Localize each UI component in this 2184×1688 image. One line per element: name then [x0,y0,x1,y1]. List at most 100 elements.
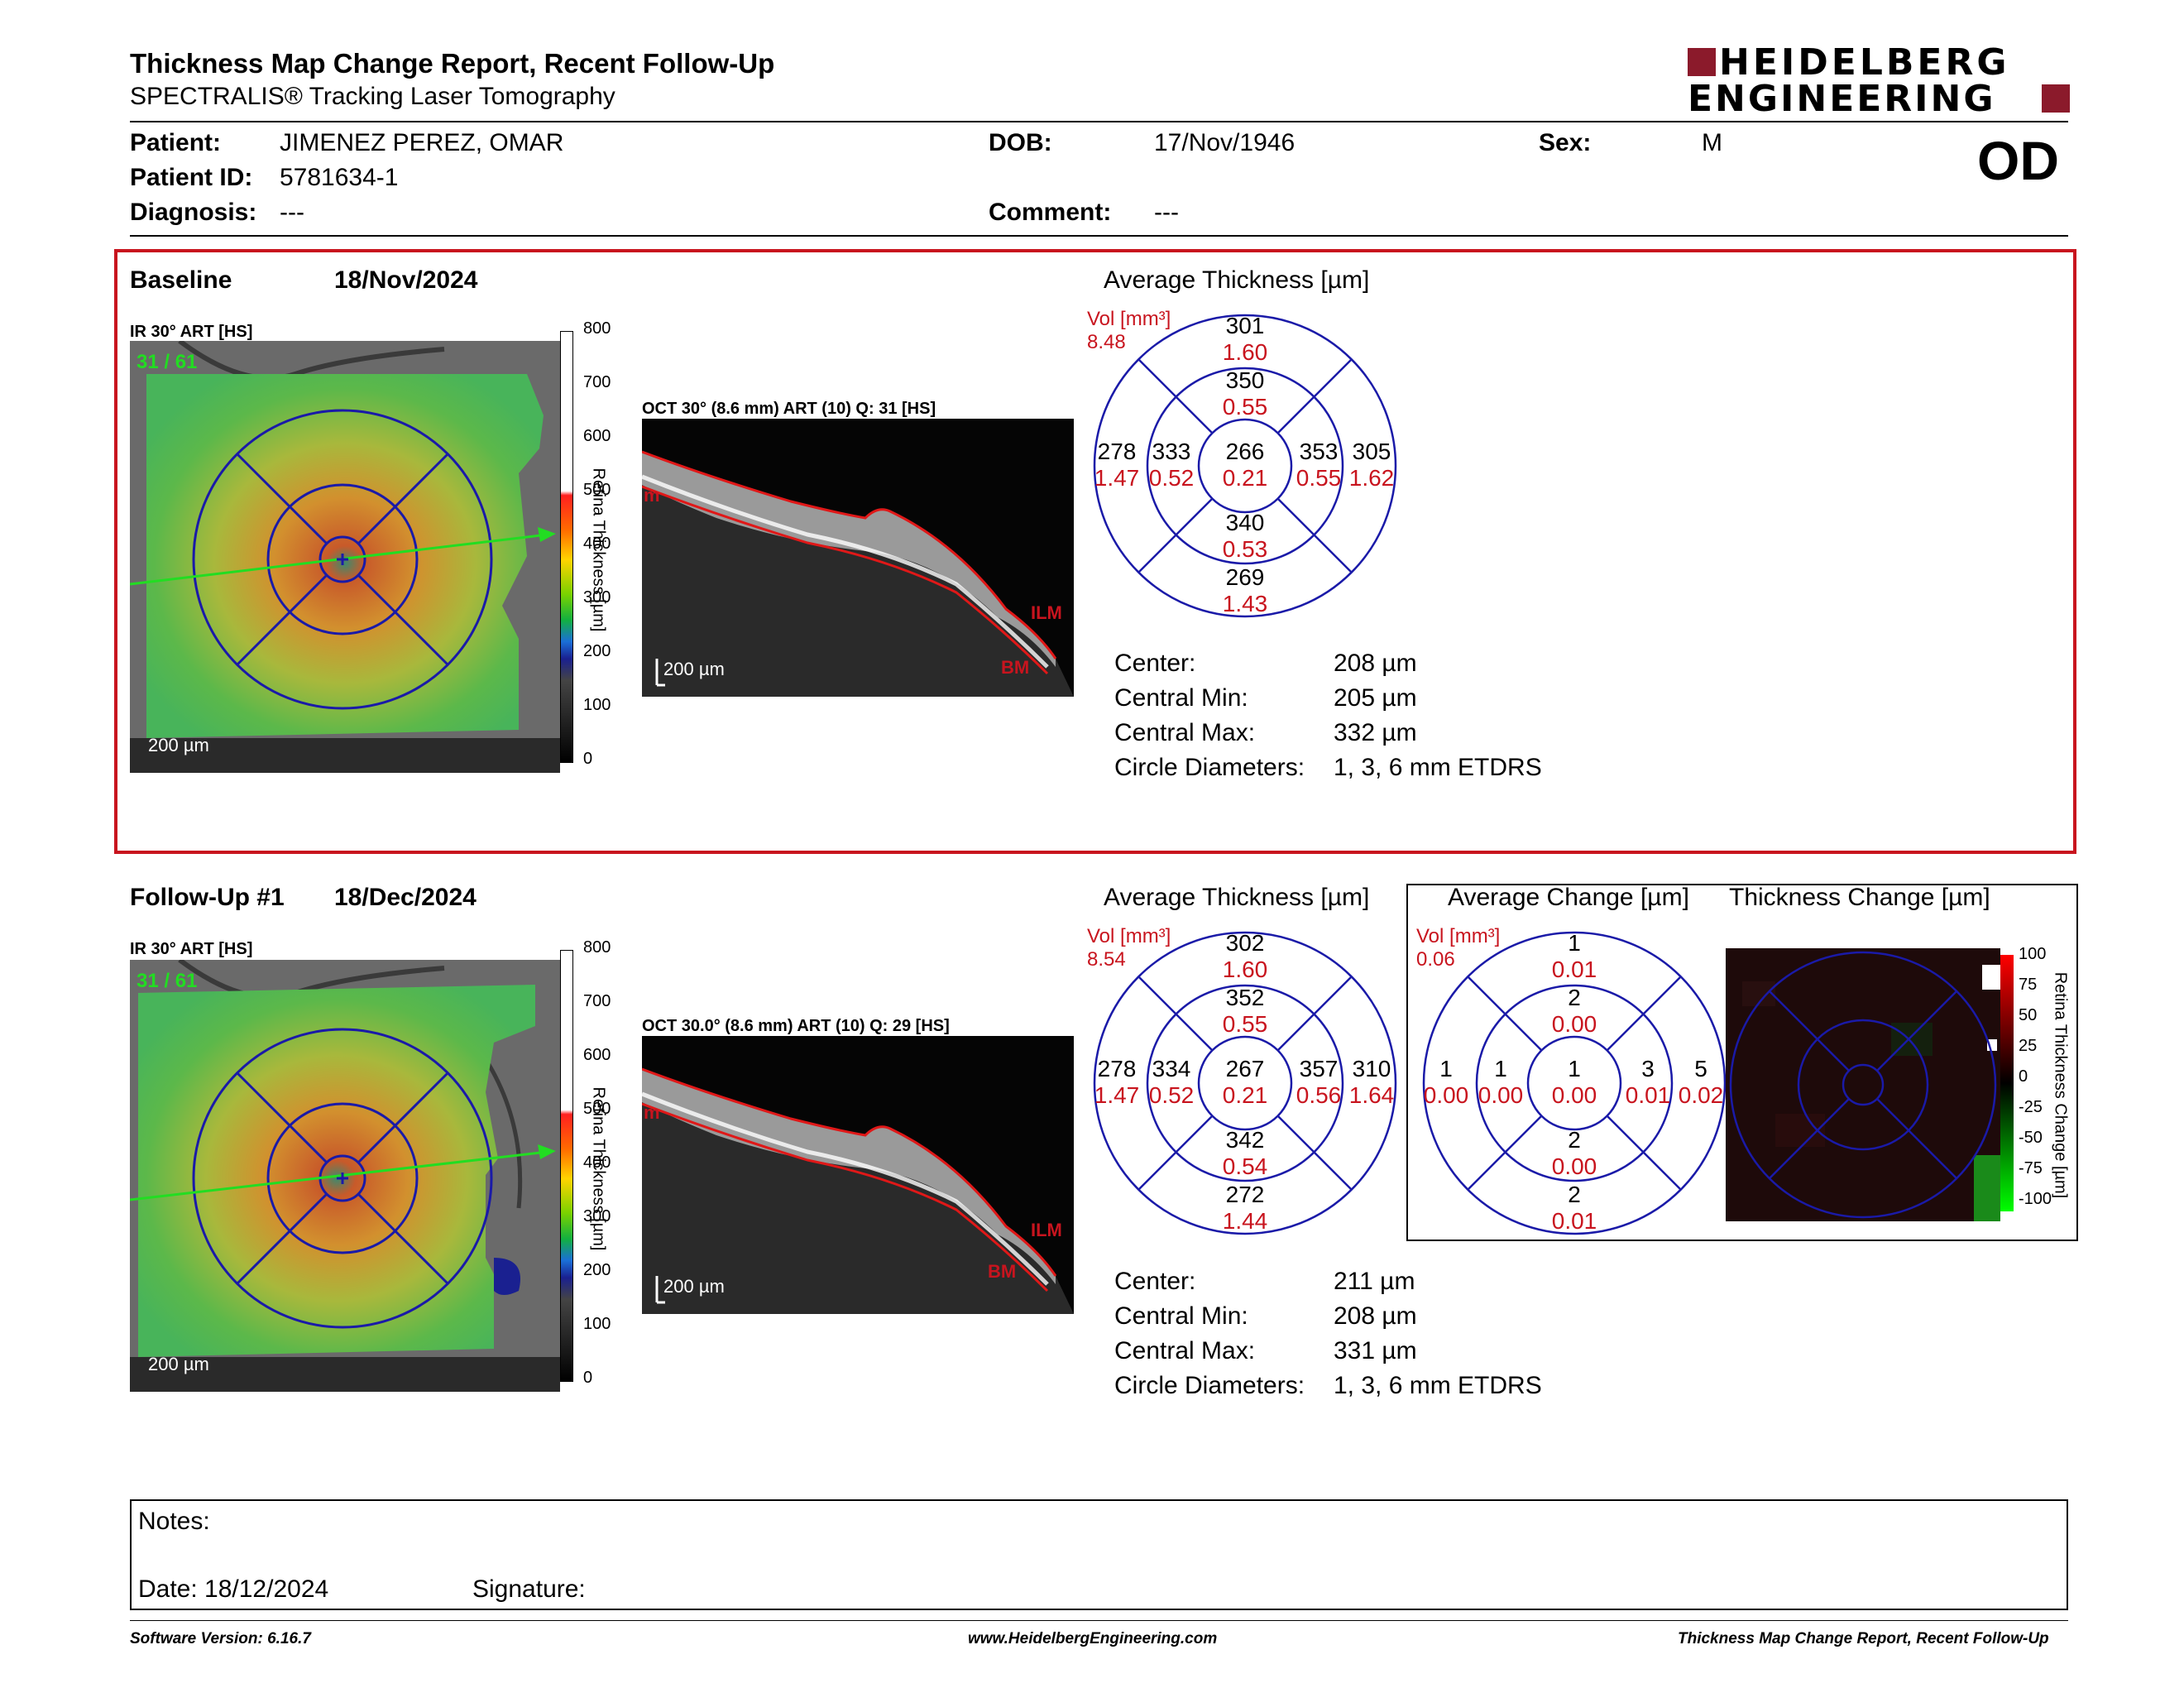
baseline-label: Baseline [130,266,232,294]
baseline-colorbar [560,331,573,763]
baseline-stats: Center: 208 µm Central Min: 205 µm Centr… [1114,650,1693,789]
footer-version: Software Version: 6.16.7 [130,1630,311,1647]
grid-inner-superior: 350 0.55 [1222,367,1268,420]
followup-etdrs-grid: 302 1.60 352 0.55 267 0.21 342 0.54 272 … [1092,930,1398,1236]
stat-row: Center: 211 µm [1114,1268,1415,1295]
change-colorbar [2000,955,2014,1211]
baseline-vol-value: 8.48 [1087,331,1126,353]
grid-inner-right: 357 0.56 [1296,1056,1342,1108]
grid-outer-inferior: 269 1.43 [1222,564,1268,616]
thickness-change-title: Thickness Change [µm] [1729,884,1990,911]
stat-row: Central Max: 331 µm [1114,1337,1417,1364]
colorbar-tick: 0 [583,750,593,768]
header-divider [130,121,2068,122]
patient-divider [130,235,2068,237]
change-tick: -50 [2019,1129,2043,1147]
notes-date: Date: 18/12/2024 [138,1575,329,1603]
stat-row: Circle Diameters: 1, 3, 6 mm ETDRS [1114,754,1542,781]
change-etdrs-grid: 1 0.01 2 0.00 1 0.00 2 0.00 2 0.01 1 0.0… [1421,930,1727,1236]
change-vol-value: 0.06 [1416,948,1455,971]
grid-outer-superior: 301 1.60 [1222,313,1268,365]
sex-label: Sex: [1539,129,1592,156]
colorbar-tick: 400 [583,535,611,553]
dob-label: DOB: [989,129,1052,156]
report-subtitle: SPECTRALIS® Tracking Laser Tomography [130,83,615,110]
baseline-oct-label: OCT 30° (8.6 mm) ART (10) Q: 31 [HS] [642,400,936,418]
notes-label: Notes: [138,1508,210,1535]
logo-square-bottom [2042,84,2070,113]
grid-inner-inferior: 342 0.54 [1222,1127,1268,1179]
baseline-scale-label: 200 µm [148,735,209,755]
followup-oct-label: OCT 30.0° (8.6 mm) ART (10) Q: 29 [HS] [642,1017,950,1035]
logo-text-line2: ENGINEERING [1688,78,1996,120]
report-title: Thickness Map Change Report, Recent Foll… [130,48,775,79]
dob-value: 17/Nov/1946 [1154,129,1296,156]
stat-row: Central Min: 205 µm [1114,684,1417,712]
change-tick: -75 [2019,1159,2043,1177]
baseline-section-frame [114,249,2076,854]
followup-vol-label: Vol [mm³] [1087,925,1171,947]
grid-outer-superior: 302 1.60 [1222,930,1268,982]
grid-outer-inferior: 2 0.01 [1551,1182,1597,1234]
colorbar-tick: 400 [583,1153,611,1172]
comment-value: --- [1154,199,1179,226]
change-title: Average Change [µm] [1448,884,1689,911]
stat-row: Central Max: 332 µm [1114,719,1417,746]
grid-outer-right: 310 1.64 [1348,1056,1395,1108]
stat-row: Center: 208 µm [1114,650,1417,677]
baseline-oct-image: 200 µm ILM BM m [642,419,1074,697]
notes-box: Notes: Date: 18/12/2024 Signature: [130,1499,2068,1610]
footer-website[interactable]: www.HeidelbergEngineering.com [968,1630,1218,1647]
followup-colorbar [560,950,573,1382]
change-colorbar-title: Retina Thickness Change [µm] [2051,971,2070,1199]
stat-row: Circle Diameters: 1, 3, 6 mm ETDRS [1114,1372,1542,1399]
followup-oct-bm: BM [988,1261,1017,1282]
grid-center: 267 0.21 [1222,1056,1268,1108]
baseline-oct-ilm: ILM [1031,602,1062,623]
colorbar-tick: 300 [583,1207,611,1225]
eye-label: OD [1977,130,2059,191]
colorbar-tick: 600 [583,1046,611,1064]
followup-colorbar-ticks: 800 700 600 500 400 300 200 100 0 [579,938,620,1387]
logo-square-top [1688,48,1716,76]
heidelberg-logo: HEIDELBERG ENGINEERING [1688,41,2072,120]
followup-stats: Center: 211 µm Central Min: 208 µm Centr… [1114,1268,1693,1407]
baseline-colorbar-ticks: 800 700 600 500 400 300 200 100 0 [579,319,620,768]
comment-label: Comment: [989,199,1112,226]
followup-vol-value: 8.54 [1087,948,1126,971]
change-tick: -25 [2019,1098,2043,1116]
change-tick: -100 [2019,1190,2052,1208]
grid-outer-superior: 1 0.01 [1551,930,1597,982]
baseline-ir-label: IR 30° ART [HS] [130,323,253,341]
change-tick: 25 [2019,1037,2038,1055]
grid-outer-left: 278 1.47 [1094,1056,1140,1108]
colorbar-tick: 500 [583,481,611,499]
grid-inner-left: 333 0.52 [1148,439,1195,491]
change-tick: 100 [2019,945,2047,963]
change-tick: 50 [2019,1006,2038,1024]
followup-date: 18/Dec/2024 [334,884,477,911]
followup-label: Follow-Up #1 [130,884,285,911]
sex-value: M [1702,129,1722,156]
change-tick: 75 [2019,976,2038,994]
colorbar-tick: 300 [583,588,611,607]
patient-id: 5781634-1 [280,164,399,191]
stat-row: Central Min: 208 µm [1114,1302,1417,1330]
change-panel [1406,884,2078,1241]
grid-inner-left: 1 0.00 [1478,1056,1524,1108]
followup-scale-label: 200 µm [148,1354,209,1374]
grid-outer-inferior: 272 1.44 [1222,1182,1268,1234]
diagnosis-value: --- [280,199,304,226]
signature-label: Signature: [472,1575,586,1603]
patient-name: JIMENEZ PEREZ, OMAR [280,129,564,156]
grid-outer-left: 1 0.00 [1423,1056,1469,1108]
colorbar-tick: 700 [583,373,611,391]
baseline-vol-label: Vol [mm³] [1087,308,1171,330]
grid-outer-right: 5 0.02 [1678,1056,1724,1108]
patient-label: Patient: [130,129,222,156]
colorbar-tick: 800 [583,938,611,957]
grid-inner-inferior: 340 0.53 [1222,510,1268,562]
colorbar-tick: 0 [583,1369,593,1387]
patient-id-label: Patient ID: [130,164,253,191]
baseline-avg-title: Average Thickness [µm] [1104,266,1370,294]
